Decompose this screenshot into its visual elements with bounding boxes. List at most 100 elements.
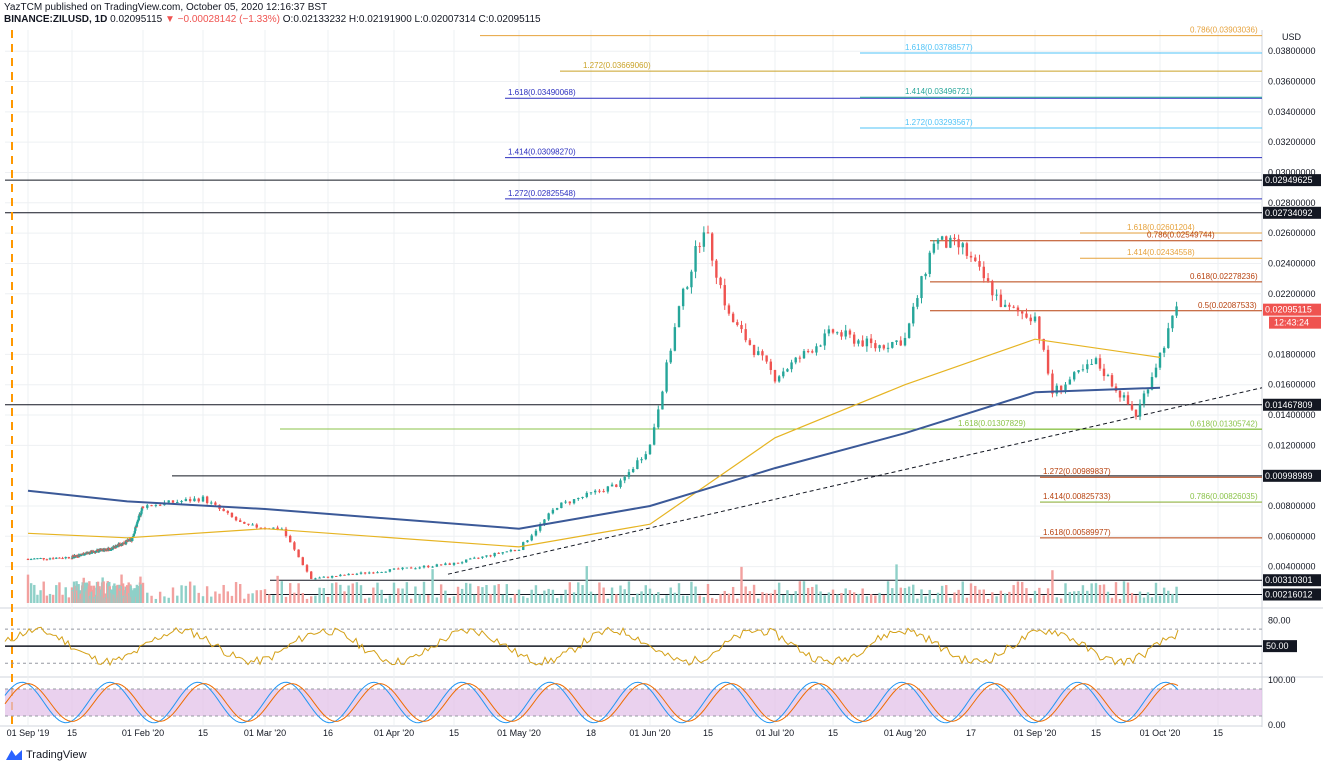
volume-bar: [33, 584, 36, 603]
candle-body: [1025, 313, 1028, 318]
candle-body: [481, 556, 484, 558]
time-tick-label: 17: [966, 728, 976, 738]
time-tick-label: 15: [828, 728, 838, 738]
candle-body: [916, 298, 919, 307]
price-tick-label: 0.02800000: [1268, 198, 1316, 208]
volume-bar: [920, 589, 923, 603]
candle-body: [886, 347, 890, 349]
candle-body: [132, 536, 135, 538]
candle-body: [932, 243, 936, 253]
candle-body: [1038, 316, 1041, 339]
volume-bar: [293, 592, 296, 603]
volume-bar: [460, 588, 464, 603]
candle-body: [124, 540, 128, 544]
volume-bar: [681, 595, 685, 603]
candle-body: [991, 280, 994, 296]
candle-body: [230, 512, 234, 517]
candle-body: [284, 528, 288, 536]
publish-info: YazTCM published on TradingView.com, Oct…: [4, 2, 328, 13]
tradingview-brand[interactable]: TradingView: [6, 749, 87, 761]
volume-bar: [1046, 588, 1050, 603]
volume-bar: [602, 587, 605, 603]
candle-body: [497, 552, 500, 554]
countdown-tag: [1269, 316, 1321, 329]
time-tick-label: 01 May '20: [497, 728, 541, 738]
candle-body: [111, 549, 114, 551]
volume-bar: [1042, 595, 1045, 603]
candle-body: [51, 558, 55, 560]
price-tick-label: 0.01200000: [1268, 440, 1316, 450]
price-tick-label: 0.00600000: [1268, 531, 1316, 541]
volume-bar: [1068, 591, 1072, 603]
volume-bar: [831, 589, 835, 603]
volume-bar: [744, 586, 747, 603]
volume-bar: [1021, 581, 1024, 603]
volume-bar: [464, 582, 468, 603]
volume-bar: [418, 594, 421, 603]
candle-body: [64, 557, 67, 559]
candle-body: [95, 550, 98, 552]
volume-bar: [218, 593, 221, 603]
level-axis-tag: [1263, 398, 1321, 411]
volume-bar: [64, 587, 67, 603]
time-tick-label: 01 Aug '20: [884, 728, 926, 738]
fib-level-label: 1.414(0.02434558): [1127, 248, 1195, 257]
candle-body: [180, 501, 183, 503]
fib-level-label: 1.272(0.03293567): [905, 118, 973, 127]
candle-body: [122, 542, 126, 544]
fib-level-label: 1.272(0.02825548): [508, 189, 576, 198]
volume-bar: [844, 588, 847, 603]
volume-bar: [1118, 598, 1122, 603]
candle-body: [1033, 316, 1037, 322]
candle-body: [188, 499, 192, 502]
candle-body: [953, 237, 956, 240]
volume-bar: [1122, 581, 1126, 603]
fib-level-label: 0.5(0.02087533): [1198, 301, 1257, 310]
candle-body: [631, 468, 635, 473]
volume-bar: [280, 581, 283, 603]
candle-body: [644, 454, 647, 460]
candle-body: [924, 273, 927, 277]
volume-bar: [268, 594, 271, 603]
level-axis-tag: [1263, 174, 1321, 187]
candle-body: [120, 544, 124, 546]
volume-bar: [414, 586, 417, 603]
symbol-name: BINANCE:ZILUSD, 1D: [4, 14, 108, 25]
volume-bar: [623, 589, 626, 603]
price-tick-label: 0.02200000: [1268, 289, 1316, 299]
fib-level-label: 0.618(0.02278236): [1190, 272, 1258, 281]
volume-bar: [1081, 585, 1085, 603]
volume-bar: [677, 583, 681, 603]
volume-bar: [351, 583, 354, 603]
candle-body: [589, 492, 593, 494]
volume-bar: [836, 594, 839, 603]
candle-body: [547, 513, 550, 520]
candle-body: [1171, 315, 1174, 329]
fib-level-label: 0.786(0.03903036): [1190, 26, 1258, 35]
candle-body: [615, 484, 618, 487]
volume-bar: [48, 593, 52, 603]
volume-bar: [314, 595, 317, 603]
volume-bar: [247, 593, 250, 603]
volume-bar: [857, 593, 860, 603]
volume-bar: [644, 585, 647, 603]
candle-body: [982, 266, 985, 279]
candle-body: [844, 330, 847, 337]
volume-bar: [473, 594, 476, 603]
volume-bar: [477, 586, 480, 603]
candle-body: [135, 523, 139, 527]
volume-bar: [130, 588, 133, 603]
candle-body: [72, 557, 76, 559]
candle-body: [1154, 367, 1158, 378]
candle-body: [710, 233, 714, 261]
price-tick-label: 0.01800000: [1268, 349, 1316, 359]
candle-body: [1021, 311, 1024, 314]
candle-body: [706, 232, 710, 234]
level-axis-tag: [1263, 588, 1321, 601]
candle-body: [1059, 385, 1063, 391]
volume-bar: [29, 583, 33, 603]
candle-body: [815, 346, 818, 353]
volume-bar: [865, 596, 869, 603]
price-tick-label: 0.00800000: [1268, 501, 1316, 511]
